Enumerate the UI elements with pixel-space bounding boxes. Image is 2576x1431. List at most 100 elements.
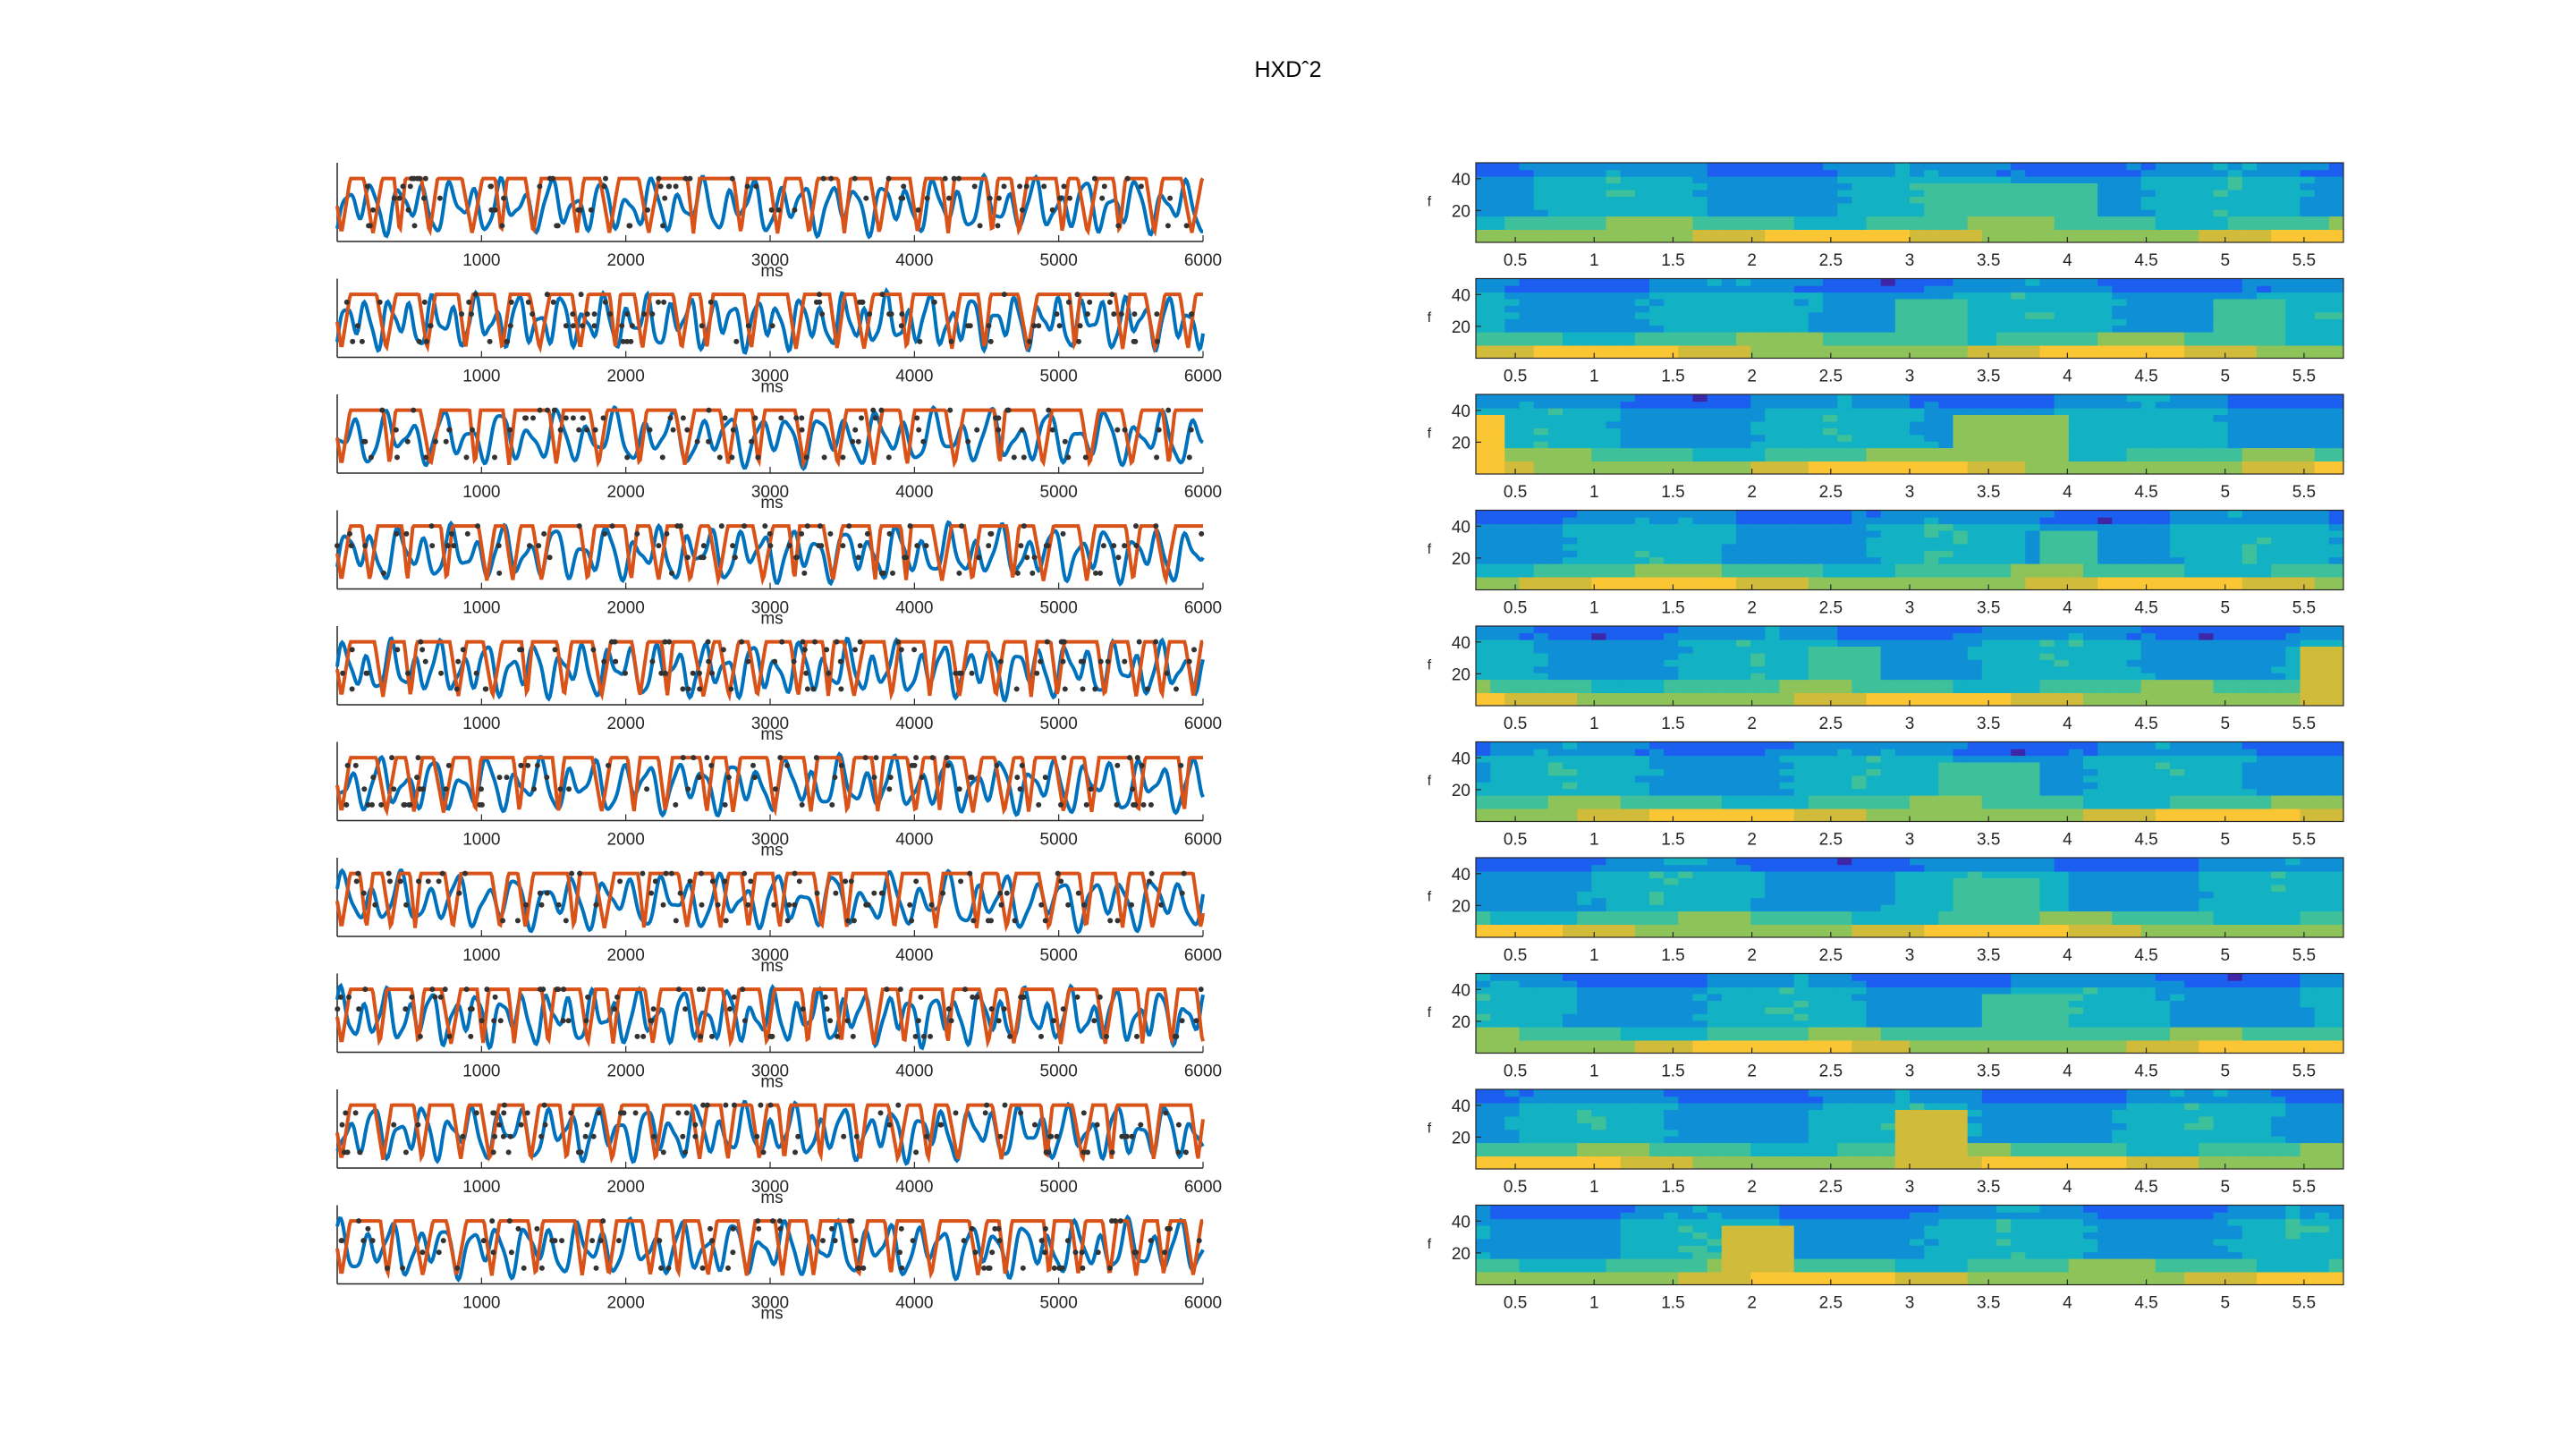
event-dot <box>429 543 436 549</box>
heatmap-cell <box>1664 292 1680 300</box>
heatmap-cell <box>2011 208 2027 217</box>
event-dot <box>1193 1018 1199 1024</box>
heatmap-cell <box>1953 311 1969 319</box>
heatmap-cell <box>2112 467 2128 474</box>
event-dot <box>1019 762 1025 768</box>
x-tick-label: 6000 <box>1184 1178 1222 1197</box>
heatmap-cell <box>1606 632 1622 640</box>
heatmap-cell <box>2227 550 2243 558</box>
heatmap-cell <box>1721 338 1737 346</box>
event-dot <box>360 890 367 896</box>
heatmap-cell <box>1519 699 1535 706</box>
heatmap-cell <box>1606 801 1622 809</box>
event-dot <box>355 870 361 876</box>
event-dot <box>920 1033 927 1039</box>
heatmap-cell <box>1606 570 1622 578</box>
heatmap-cell <box>1577 440 1593 449</box>
heatmap-cell <box>1924 420 1940 428</box>
heatmap-cell <box>1765 679 1781 687</box>
event-dot <box>658 1265 665 1271</box>
heatmap-cell <box>2155 467 2171 474</box>
heatmap-cell <box>1664 652 1680 660</box>
heatmap-cell <box>1490 788 1506 796</box>
heatmap-cell <box>2126 626 2142 634</box>
heatmap-cell <box>1620 692 1636 700</box>
heatmap-cell <box>1967 401 1983 409</box>
heatmap-cell <box>2199 189 2215 197</box>
heatmap-cell <box>1563 699 1578 706</box>
heatmap-cell <box>1721 679 1737 687</box>
heatmap-cell <box>1852 305 1868 313</box>
heatmap-cell <box>1563 216 1578 224</box>
heatmap-cell <box>2328 420 2343 428</box>
heatmap-cell <box>1894 652 1911 660</box>
event-dot <box>1106 299 1113 305</box>
heatmap-cell <box>1664 344 1680 352</box>
heatmap-cell <box>1924 311 1940 319</box>
heatmap-cell <box>1808 467 1824 474</box>
heatmap-cell <box>1938 692 1954 700</box>
heatmap-cell <box>1519 543 1535 551</box>
heatmap-cell <box>1504 434 1521 442</box>
heatmap-cell <box>1779 278 1795 286</box>
heatmap-cell <box>2184 570 2200 578</box>
heatmap-cell <box>2054 576 2070 584</box>
event-dot <box>473 670 479 676</box>
heatmap-cell <box>1894 685 1911 693</box>
heatmap-cell <box>1837 305 1853 313</box>
heatmap-cell <box>2271 467 2287 474</box>
heatmap-cell <box>1490 175 1506 183</box>
event-dot <box>352 1110 359 1116</box>
heatmap-cell <box>2011 298 2027 306</box>
heatmap-cell <box>1533 278 1549 286</box>
heatmap-cell <box>1750 202 1767 210</box>
heatmap-cell <box>1664 208 1680 217</box>
heatmap-cell <box>2300 523 2316 531</box>
heatmap-cell <box>1866 208 1882 217</box>
heatmap-cell <box>1852 169 1868 177</box>
heatmap-cell <box>1823 292 1838 300</box>
heatmap-cell <box>1606 672 1622 681</box>
heatmap-cell <box>2184 196 2200 204</box>
heatmap-cell <box>1967 216 1983 224</box>
heatmap-cell <box>2300 298 2316 306</box>
heatmap-cell <box>1634 351 1650 359</box>
heatmap-cell <box>2140 278 2157 286</box>
heatmap-cell <box>1649 626 1665 634</box>
heatmap-cell <box>1852 447 1868 455</box>
heatmap-cell <box>1779 292 1795 300</box>
heatmap-cell <box>2314 453 2330 461</box>
heatmap-cell <box>1490 420 1506 428</box>
heatmap-cell <box>1591 351 1607 359</box>
event-dot <box>656 175 662 182</box>
heatmap-cell <box>2025 284 2041 293</box>
event-dot <box>708 1225 713 1232</box>
heatmap-cell <box>1678 447 1694 455</box>
heatmap-cell <box>2213 182 2229 191</box>
heatmap-cell <box>1649 537 1665 545</box>
heatmap-cell <box>1750 467 1767 474</box>
heatmap-cell <box>1707 652 1723 660</box>
heatmap-cell <box>1533 182 1549 191</box>
event-dot <box>555 986 561 993</box>
heatmap-cell <box>1967 163 1983 171</box>
event-dot <box>1111 311 1117 318</box>
heatmap-cell <box>1547 401 1563 409</box>
heatmap-cell <box>2328 208 2343 217</box>
heatmap-cell <box>1533 576 1549 584</box>
event-dot <box>813 755 819 761</box>
heatmap-cell <box>2184 646 2200 654</box>
heatmap-cell <box>2039 338 2055 346</box>
x-tick-label: 5000 <box>1040 483 1078 502</box>
heatmap-cell <box>1736 440 1751 449</box>
event-dot <box>704 755 710 761</box>
event-dot <box>569 870 575 876</box>
heatmap-cell <box>1547 741 1563 749</box>
event-dot <box>593 1265 599 1271</box>
heatmap-cell <box>2025 216 2041 224</box>
heatmap-cell <box>1519 461 1535 469</box>
heatmap-cell <box>2257 344 2272 352</box>
event-dot <box>1087 299 1093 305</box>
heatmap-cell <box>1894 189 1911 197</box>
event-dot <box>551 407 557 413</box>
